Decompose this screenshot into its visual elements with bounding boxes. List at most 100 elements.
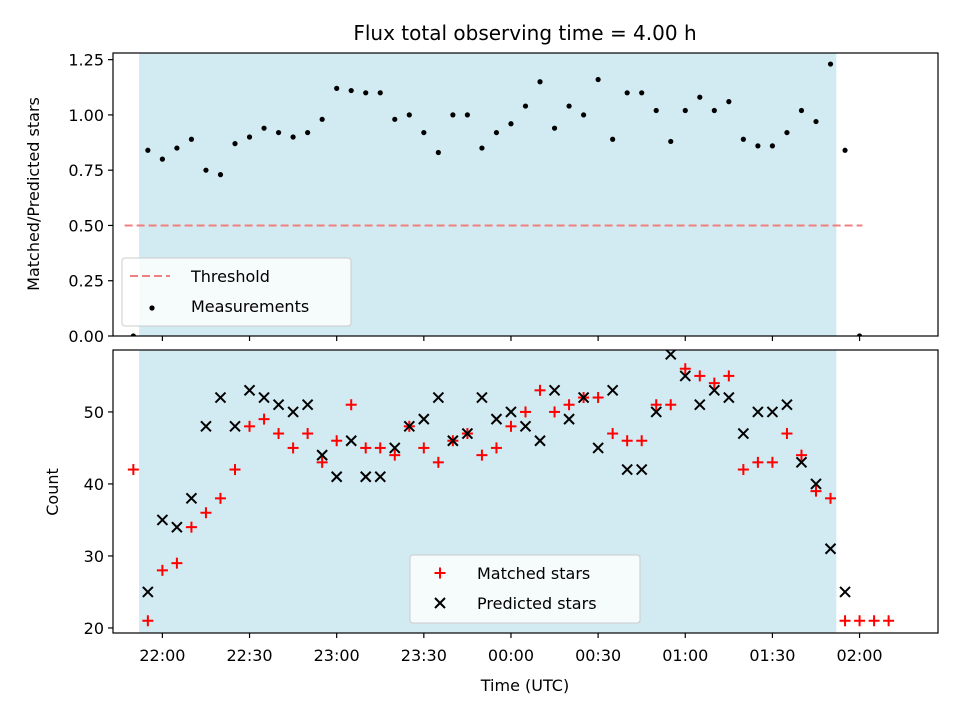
matched-stars-point: [302, 428, 314, 440]
measurement-point: [522, 103, 529, 109]
predicted-stars-point: [360, 471, 372, 483]
predicted-stars-point: [737, 427, 750, 440]
matched-stars-point: [766, 456, 778, 468]
matched-stars-point: [723, 370, 735, 382]
predicted-stars-point: [229, 420, 241, 433]
legend-label: Threshold: [190, 267, 270, 286]
count-y-tick-label: 30: [84, 547, 104, 566]
predicted-stars-point: [374, 471, 386, 483]
ratio-panel: 0.00 0.25 0.50 0.75 1.00 1.25 Threshold Measure…: [68, 51, 939, 346]
measurement-point: [595, 76, 601, 83]
matched-stars-point: [418, 442, 430, 454]
matched-stars-point: [854, 615, 866, 627]
measurement-point: [653, 107, 659, 114]
x-tick-label: 23:00: [314, 646, 360, 665]
predicted-stars-point: [563, 413, 575, 425]
predicted-stars-point: [171, 521, 183, 533]
matched-stars-point: [127, 464, 139, 476]
predicted-stars-point: [389, 442, 401, 454]
predicted-stars-point: [810, 478, 822, 490]
matched-stars-point: [810, 485, 822, 497]
measurement-point: [537, 79, 543, 85]
measurement-point: [842, 147, 848, 153]
matched-stars-point: [505, 420, 517, 432]
measurement-point: [305, 129, 311, 136]
measurement-point: [217, 172, 224, 178]
measurement-point: [377, 90, 383, 96]
measurement-point: [639, 90, 645, 96]
predicted-stars-point: [708, 384, 721, 397]
ratio-y-tick-label: 0.00: [68, 327, 104, 346]
measurement-point: [232, 141, 238, 147]
count-y-tick-label: 50: [84, 403, 104, 422]
predicted-stars-point: [694, 399, 706, 411]
matched-stars-point: [490, 442, 502, 454]
legend-entry: Measurements: [149, 297, 309, 316]
predicted-stars-point: [795, 456, 808, 469]
matched-stars-point: [185, 521, 197, 533]
predicted-stars-point: [403, 420, 416, 433]
count-panel: 20 30 40 50 22:00 22:30 23:00 23:30 00:00 00:30 01…: [84, 349, 939, 665]
measurement-point: [261, 125, 267, 131]
predicted-stars-point: [577, 391, 590, 404]
measurement-point: [580, 112, 587, 118]
matched-stars-point: [752, 456, 764, 468]
measurement-point: [203, 167, 209, 173]
predicted-stars-point: [723, 391, 735, 404]
measurement-point: [551, 125, 558, 131]
measurement-point: [697, 94, 703, 100]
matched-stars-point: [621, 435, 633, 447]
predicted-stars-point: [301, 399, 314, 411]
matched-stars-point: [389, 449, 401, 461]
ratio-series-0: [130, 61, 863, 336]
predicted-stars-point: [781, 399, 793, 411]
matched-stars-point: [607, 428, 619, 440]
measurement-point: [464, 112, 471, 118]
predicted-stars-point: [461, 427, 474, 440]
measurement-point: [682, 107, 688, 114]
predicted-stars-point: [606, 384, 619, 397]
measurement-point: [275, 129, 282, 136]
ratio-y-tick-label: 0.50: [68, 216, 104, 235]
measurement-point: [348, 87, 354, 94]
legend-box: [409, 554, 641, 624]
measurement-point: [856, 333, 863, 336]
predicted-stars-point: [418, 413, 430, 425]
matched-stars-point: [708, 377, 720, 389]
predicted-stars-point: [432, 391, 445, 404]
measurement-point: [130, 333, 136, 336]
count-series-1: [142, 350, 851, 598]
measurement-point: [479, 145, 485, 151]
predicted-stars-point: [490, 413, 503, 425]
matched-stars-point: [795, 449, 807, 461]
predicted-stars-point: [316, 449, 328, 461]
measurement-point: [740, 136, 746, 142]
ratio-y-tick-label: 1.25: [68, 51, 104, 70]
count-legend: Matched stars Predicted stars: [409, 554, 641, 624]
matched-stars-point: [316, 456, 328, 468]
measurement-point: [769, 143, 776, 149]
ratio-y-tick-label: 1.00: [68, 106, 104, 125]
matched-stars-point: [229, 464, 241, 476]
predicted-stars-point: [447, 435, 459, 447]
matched-stars-point: [549, 406, 561, 418]
matched-stars-point: [360, 442, 372, 454]
predicted-stars-point: [476, 391, 488, 404]
matched-stars-point: [331, 435, 343, 447]
predicted-stars-point: [505, 406, 517, 418]
measurement-point: [406, 112, 412, 118]
matched-stars-point: [156, 564, 168, 576]
legend-entry: Predicted stars: [434, 594, 597, 613]
legend-box: [121, 257, 352, 327]
x-tick-label: 00:30: [575, 646, 621, 665]
predicted-stars-point: [185, 492, 198, 505]
measurement-point: [319, 116, 325, 122]
matched-stars-point: [679, 363, 691, 375]
measurement-point: [566, 103, 572, 109]
x-tick-label: 23:30: [401, 646, 447, 665]
count-y-tick-label: 40: [84, 475, 104, 494]
matched-stars-point: [244, 420, 256, 432]
measurement-point: [813, 118, 819, 125]
measurement-point: [421, 129, 427, 136]
measurement-point: [450, 112, 456, 118]
